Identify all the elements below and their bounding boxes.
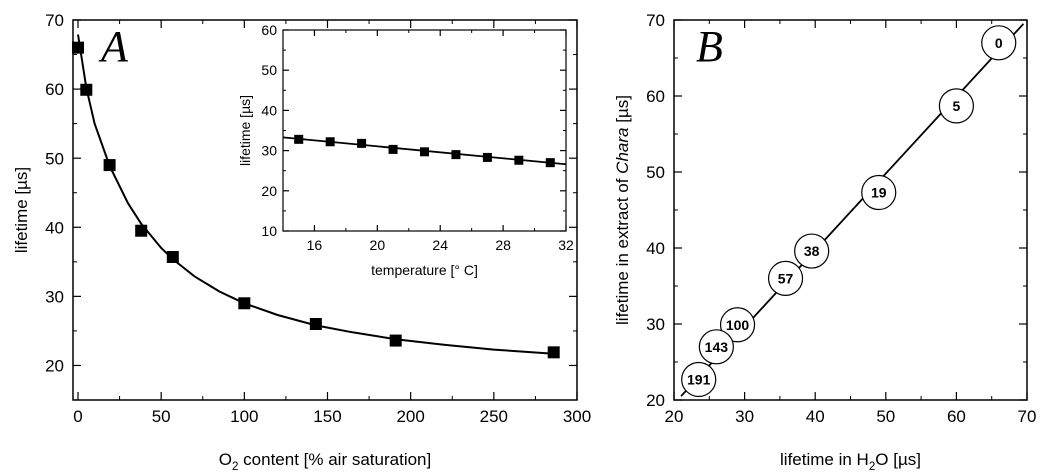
data-point-circle <box>719 307 756 343</box>
data-point-circle <box>767 260 804 296</box>
panel-b-letter: B <box>696 22 723 71</box>
y-tick-label: 50 <box>646 163 665 182</box>
x-tick-label: 20 <box>370 237 386 253</box>
y-axis-title: lifetime [µs] <box>237 95 253 166</box>
y-tick-label: 40 <box>45 218 64 237</box>
data-point-label: 38 <box>804 243 820 259</box>
x-tick-label: 16 <box>307 237 323 253</box>
x-tick-label: 250 <box>480 407 508 426</box>
data-point <box>389 334 402 347</box>
y-tick-label: 30 <box>45 287 64 306</box>
data-point <box>238 297 251 310</box>
x-axis-title-part: content [% air saturation] <box>238 450 431 469</box>
data-point-circle <box>938 88 975 124</box>
x-tick-label: 300 <box>563 407 591 426</box>
data-point <box>514 155 524 165</box>
data-point-label: 0 <box>995 35 1003 51</box>
data-point-label: 57 <box>778 270 794 286</box>
data-point <box>135 224 148 237</box>
y-tick-label: 40 <box>261 102 277 118</box>
y-tick-label: 40 <box>646 239 665 258</box>
data-point-circle <box>681 361 717 398</box>
x-axis-title-subscript: 2 <box>869 460 875 473</box>
data-point <box>103 159 116 172</box>
data-point-circle <box>861 174 897 211</box>
y-tick-label: 30 <box>646 315 665 334</box>
x-tick-label: 60 <box>947 407 966 426</box>
x-tick-label: 32 <box>558 237 574 253</box>
data-point <box>388 144 398 154</box>
data-point-circle <box>981 25 1017 61</box>
y-tick-label: 60 <box>45 80 64 99</box>
x-axis-title: lifetime in H2O [µs] <box>780 450 921 473</box>
data-point <box>420 147 429 157</box>
x-axis-title-part: lifetime in H <box>780 450 869 469</box>
plot-frame <box>282 29 567 232</box>
data-point-circle <box>698 329 734 365</box>
x-tick-label: 50 <box>152 407 171 426</box>
y-tick-label: 60 <box>646 87 665 106</box>
inset-panel: 16 20 24 28 32 10 20 30 40 50 60 temperature [° C] l… <box>237 22 574 278</box>
data-point <box>309 318 322 330</box>
y-tick-label: 10 <box>261 223 277 239</box>
data-point <box>166 250 179 263</box>
x-axis-title-part: O <box>219 450 232 469</box>
data-point <box>357 138 367 148</box>
x-axis-title-subscript: 2 <box>232 460 238 473</box>
data-point <box>80 83 93 96</box>
data-point <box>451 150 461 160</box>
y-axis-title: lifetime in extract of Chara [µs] <box>613 95 632 325</box>
x-tick-label: 0 <box>73 407 82 426</box>
y-axis-title-italic: Chara <box>613 127 632 173</box>
y-tick-label: 70 <box>646 11 665 30</box>
x-tick-label: 70 <box>1018 407 1037 426</box>
y-tick-label: 50 <box>261 62 277 78</box>
x-tick-label: 150 <box>313 407 341 426</box>
x-axis-title-part: O [µs] <box>875 450 921 469</box>
plot-frame <box>72 19 578 401</box>
data-point <box>547 346 560 359</box>
x-axis-title: temperature [° C] <box>371 262 478 278</box>
x-tick-label: 100 <box>230 407 258 426</box>
data-point-circle <box>794 233 830 269</box>
x-axis-title: O2 content [% air saturation] <box>219 450 431 473</box>
y-axis-title-part: lifetime in extract of <box>613 174 632 325</box>
data-point <box>545 158 555 168</box>
y-tick-label: 70 <box>45 11 64 30</box>
y-tick-label: 30 <box>261 143 277 159</box>
data-point <box>71 41 84 54</box>
data-point-label: 100 <box>726 317 750 333</box>
y-axis-title: lifetime [µs] <box>12 167 31 253</box>
data-point-label: 143 <box>705 339 729 355</box>
data-point-label: 191 <box>687 371 711 387</box>
data-point-label: 5 <box>953 98 961 114</box>
x-tick-label: 30 <box>735 407 754 426</box>
x-tick-label: 50 <box>876 407 895 426</box>
fit-curve <box>77 34 554 355</box>
data-point <box>482 152 492 162</box>
x-tick-label: 28 <box>495 237 511 253</box>
panel-b: 20 30 40 50 60 70 20 30 40 50 60 70 0 5 19 38 57 100 143 19… <box>613 11 1036 473</box>
y-tick-label: 50 <box>45 149 64 168</box>
panel-a-letter: A <box>98 22 129 71</box>
data-point <box>325 137 335 147</box>
y-tick-label: 20 <box>646 391 665 410</box>
x-tick-label: 20 <box>665 407 684 426</box>
y-tick-label: 20 <box>261 183 277 199</box>
data-point <box>294 134 304 144</box>
x-tick-label: 200 <box>396 407 424 426</box>
y-tick-label: 60 <box>261 22 277 38</box>
data-point-label: 19 <box>871 185 887 201</box>
x-tick-label: 24 <box>432 237 448 253</box>
y-axis-title-part: [µs] <box>613 95 632 127</box>
x-tick-label: 40 <box>806 407 825 426</box>
y-tick-label: 20 <box>45 357 64 376</box>
